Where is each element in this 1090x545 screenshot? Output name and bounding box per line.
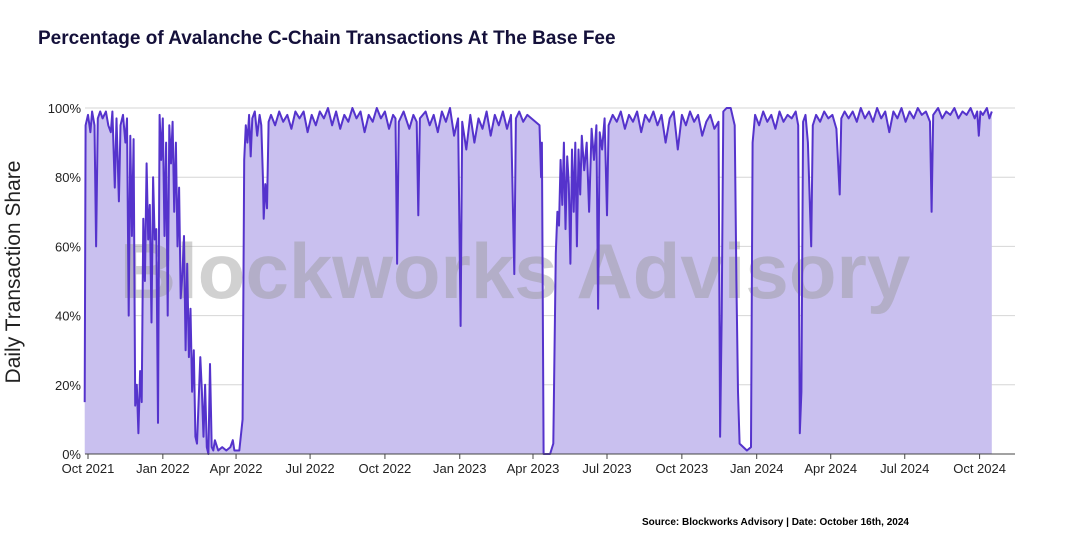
y-tick-label: 100% xyxy=(48,101,82,116)
chart-title: Percentage of Avalanche C-Chain Transact… xyxy=(38,28,616,49)
x-tick-label: Oct 2023 xyxy=(655,461,708,476)
x-tick-label: Jan 2023 xyxy=(433,461,487,476)
x-tick-label: Oct 2024 xyxy=(953,461,1006,476)
x-tick-label: Jan 2024 xyxy=(730,461,784,476)
area-fill xyxy=(84,108,992,454)
x-tick-label: Apr 2022 xyxy=(210,461,263,476)
x-tick-label: Oct 2022 xyxy=(359,461,412,476)
x-tick-label: Apr 2023 xyxy=(507,461,560,476)
x-tick-label: Apr 2024 xyxy=(804,461,857,476)
y-tick-label: 40% xyxy=(55,309,81,324)
y-tick-label: 0% xyxy=(62,447,81,462)
series-line xyxy=(83,107,993,455)
y-tick-label: 80% xyxy=(55,170,81,185)
y-tick-label: 60% xyxy=(55,239,81,254)
source-note: Source: Blockworks Advisory | Date: Octo… xyxy=(642,517,909,528)
x-tick-label: Jan 2022 xyxy=(136,461,190,476)
y-tick-label: 20% xyxy=(55,378,81,393)
x-tick-label: Jul 2023 xyxy=(582,461,631,476)
x-tick-label: Jul 2022 xyxy=(286,461,335,476)
x-tick-label: Oct 2021 xyxy=(62,461,115,476)
x-tick-label: Jul 2024 xyxy=(880,461,929,476)
